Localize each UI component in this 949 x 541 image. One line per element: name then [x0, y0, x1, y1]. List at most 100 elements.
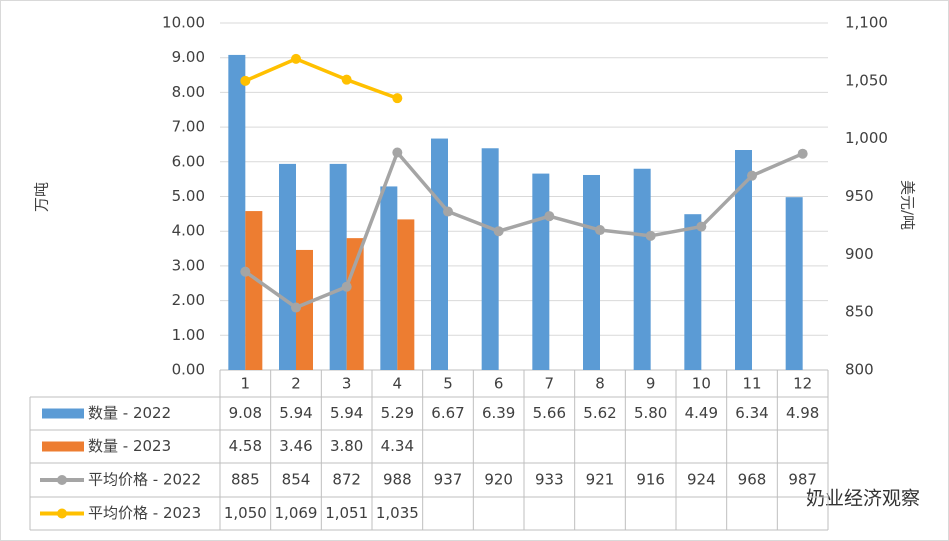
line-marker — [544, 211, 555, 222]
y2-tick-label: 850 — [845, 303, 874, 321]
bar — [279, 163, 296, 370]
legend-swatch — [42, 441, 84, 452]
line-marker — [493, 226, 504, 237]
bar — [397, 219, 415, 370]
bar — [228, 54, 246, 370]
table-cell: 5.62 — [583, 404, 616, 422]
y-tick-label: 1.00 — [172, 326, 205, 344]
y2-tick-label: 1,050 — [845, 71, 888, 89]
legend-swatch — [57, 508, 67, 519]
table-cell: 988 — [383, 471, 412, 489]
table-cell: 3.80 — [330, 437, 363, 455]
y-axis-title: 万吨 — [33, 182, 51, 212]
y-tick-label: 8.00 — [172, 83, 205, 101]
table-cell: 924 — [687, 471, 716, 489]
line-marker — [291, 302, 301, 313]
table-cell: 1,051 — [325, 504, 368, 522]
line-marker — [747, 170, 757, 181]
table-cell: 5.66 — [533, 404, 566, 422]
x-tick-label: 4 — [393, 375, 403, 393]
table-cell: 4.34 — [381, 437, 414, 455]
y2-axis-title: 美元/吨 — [899, 180, 917, 230]
table-cell: 987 — [788, 471, 817, 489]
y-tick-label: 4.00 — [172, 222, 205, 240]
y-tick-label: 7.00 — [172, 118, 205, 136]
table-cell: 916 — [636, 471, 665, 489]
y2-tick-label: 800 — [845, 361, 874, 379]
line-marker — [392, 147, 403, 158]
table-cell: 1,050 — [224, 504, 267, 522]
line-marker — [797, 148, 808, 159]
legend-label: 平均价格 - 2023 — [88, 504, 201, 522]
table-cell: 854 — [282, 471, 311, 489]
table-cell: 885 — [231, 471, 260, 489]
line-marker — [696, 221, 707, 232]
table-cell: 921 — [586, 471, 615, 489]
legend-swatch — [42, 408, 84, 419]
y-tick-label: 9.00 — [172, 48, 205, 66]
x-tick-label: 1 — [241, 375, 251, 393]
bar — [532, 173, 550, 370]
y-tick-label: 6.00 — [172, 152, 205, 170]
line-marker — [240, 75, 251, 86]
line-marker — [341, 74, 352, 85]
bar — [633, 168, 651, 370]
table-cell: 9.08 — [229, 404, 262, 422]
line — [244, 150, 804, 310]
line-marker — [291, 53, 301, 64]
line-marker — [392, 93, 403, 104]
y2-tick-label: 1,100 — [845, 14, 888, 32]
legend-label: 平均价格 - 2022 — [88, 471, 201, 489]
line-marker — [240, 266, 251, 277]
bar — [684, 214, 702, 370]
table-cell: 5.94 — [330, 404, 363, 422]
y-tick-label: 10.00 — [162, 14, 205, 32]
legend-label: 数量 - 2023 — [88, 437, 171, 455]
table-cell: 5.80 — [634, 404, 667, 422]
table-cell: 968 — [738, 471, 767, 489]
bar — [583, 174, 600, 370]
table-cell: 4.49 — [685, 404, 718, 422]
table-cell: 6.67 — [431, 404, 464, 422]
line-marker — [443, 206, 453, 217]
line-marker — [341, 281, 352, 292]
table-cell: 3.46 — [279, 437, 312, 455]
bar — [785, 197, 803, 370]
x-tick-label: 10 — [692, 375, 711, 393]
table-cell: 937 — [434, 471, 463, 489]
bar — [296, 249, 313, 370]
y-tick-label: 2.00 — [172, 291, 205, 309]
y2-tick-label: 900 — [845, 245, 874, 263]
x-tick-label: 11 — [742, 375, 761, 393]
y2-tick-label: 1,000 — [845, 129, 888, 147]
table-cell: 1,035 — [376, 504, 419, 522]
line-marker — [595, 225, 605, 236]
bar — [329, 163, 347, 370]
bar — [346, 238, 364, 370]
bar — [380, 186, 398, 370]
watermark: 奶业经济观察 — [806, 488, 920, 510]
table-cell: 1,069 — [275, 504, 318, 522]
y-tick-label: 3.00 — [172, 256, 205, 274]
table-cell: 920 — [484, 471, 513, 489]
bar — [481, 148, 499, 370]
line-marker — [645, 230, 656, 241]
table-cell: 5.29 — [381, 404, 414, 422]
table-cell: 933 — [535, 471, 564, 489]
x-tick-label: 8 — [595, 375, 605, 393]
bar — [245, 211, 263, 370]
x-tick-label: 5 — [443, 375, 453, 393]
x-tick-label: 2 — [291, 375, 301, 393]
y2-tick-label: 950 — [845, 187, 874, 205]
legend-label: 数量 - 2022 — [88, 404, 171, 422]
table-cell: 4.98 — [786, 404, 819, 422]
bar — [735, 150, 752, 370]
x-tick-label: 7 — [545, 375, 555, 393]
y-tick-label: 0.00 — [172, 361, 205, 379]
x-tick-label: 3 — [342, 375, 352, 393]
table-cell: 6.34 — [735, 404, 768, 422]
line — [244, 57, 398, 100]
x-tick-label: 6 — [494, 375, 504, 393]
